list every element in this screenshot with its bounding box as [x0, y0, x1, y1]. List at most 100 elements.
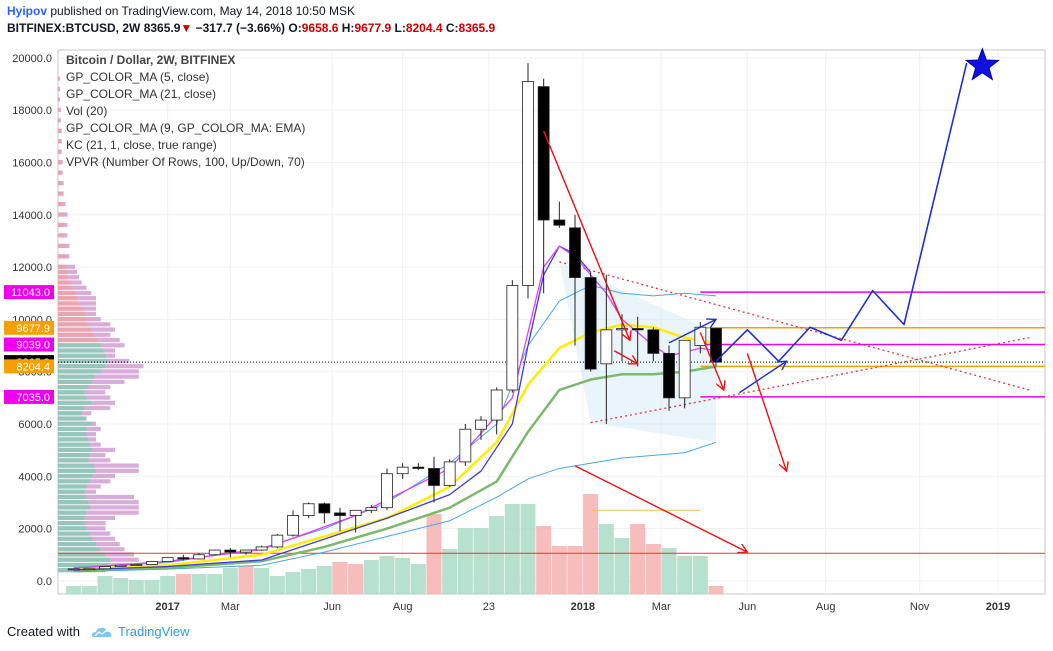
ma21-green-line — [73, 365, 717, 572]
volume-bar — [254, 568, 270, 594]
price-badge-label: 9039.0 — [16, 340, 50, 352]
red-arrow — [613, 350, 638, 364]
candle-body — [67, 568, 80, 571]
vpvr-row-total — [58, 280, 82, 285]
vpvr-row-up — [58, 510, 87, 515]
volume-bar — [160, 576, 176, 594]
price-badge — [4, 389, 54, 404]
vpvr-row-up — [58, 128, 61, 133]
volume-bar — [222, 568, 238, 594]
candle-body — [287, 515, 299, 536]
x-tick-label: 2019 — [986, 601, 1010, 613]
candle-body — [506, 284, 519, 391]
candle-body — [490, 389, 503, 421]
volume-bar — [175, 574, 191, 594]
vpvr-row-total — [58, 494, 134, 500]
vpvr-row-up — [58, 290, 76, 296]
price-change: −317.7 (−3.66%) — [195, 21, 286, 35]
target-star-icon — [964, 47, 1000, 81]
x-tick-label: Aug — [816, 601, 836, 613]
volume-bar — [504, 504, 520, 594]
vpvr-row-up — [58, 243, 65, 248]
volume-bar — [551, 546, 567, 594]
candle-body — [318, 503, 331, 514]
volume-bar — [442, 549, 458, 594]
price-badge-label: 7035.0 — [16, 392, 50, 404]
vpvr-row-up — [58, 296, 77, 301]
volume-bar — [128, 580, 144, 594]
indicator-kc[interactable]: KC (21, 1, close, true range) — [66, 138, 217, 152]
candle-body — [193, 554, 205, 560]
red-arrow — [699, 332, 724, 390]
candle-body — [381, 473, 393, 509]
volume-bar — [536, 526, 552, 594]
candle-body — [584, 277, 597, 370]
indicator-ma21[interactable]: GP_COLOR_MA (21, close) — [66, 87, 217, 101]
indicator-ema9[interactable]: GP_COLOR_MA (9, GP_COLOR_MA: EMA) — [66, 121, 306, 135]
candle-body — [302, 503, 315, 516]
vpvr-row-up — [58, 269, 68, 275]
vpvr-row-up — [58, 348, 104, 353]
vpvr-row-total — [58, 374, 139, 379]
created-with-text: Created with — [7, 624, 80, 639]
ema9-line — [73, 323, 717, 571]
vpvr-row-up — [58, 170, 62, 175]
tradingview-link[interactable]: TradingView — [117, 624, 190, 639]
y-tick-label: 6000.0 — [18, 419, 52, 431]
volume-bar — [144, 580, 160, 594]
indicator-vol[interactable]: Vol (20) — [66, 104, 108, 118]
volume-bar — [661, 548, 677, 594]
volume-bar — [583, 494, 599, 594]
volume-bar — [630, 524, 646, 594]
vpvr-row-total — [58, 264, 76, 269]
volume-bar — [81, 586, 97, 594]
vpvr-row-total — [58, 510, 139, 515]
close-label: C: — [445, 21, 459, 35]
price-chart[interactable]: 0.02000.04000.06000.08000.010000.012000.… — [0, 42, 1053, 616]
low-label: L: — [394, 21, 406, 35]
vpvr-row-up — [58, 353, 106, 358]
volume-bar — [520, 504, 536, 594]
tradingview-cloud-icon — [91, 627, 112, 637]
vpvr-row-total — [58, 500, 139, 505]
vpvr-row-total — [58, 275, 79, 280]
vpvr-row-up — [58, 541, 96, 547]
vpvr-row-up — [58, 536, 93, 541]
candle-body — [114, 564, 127, 567]
red-arrow — [543, 130, 630, 340]
vpvr-row-up — [58, 97, 60, 102]
candle-body — [412, 466, 425, 469]
vpvr-row-up — [58, 432, 87, 437]
vpvr-row-up — [58, 416, 87, 421]
candle-body — [475, 419, 487, 430]
high-value: 9677.9 — [354, 21, 392, 35]
vpvr-row-up — [58, 390, 85, 395]
volume-bar — [598, 524, 614, 594]
price-badge-label: 9677.9 — [16, 323, 50, 335]
y-tick-label: 2000.0 — [18, 524, 52, 536]
indicator-vpvr[interactable]: VPVR (Number Of Rows, 100, Up/Down, 70) — [66, 155, 305, 169]
author-link[interactable]: Hyipov — [7, 4, 48, 18]
candle-body — [553, 219, 566, 226]
vpvr-row-up — [58, 254, 66, 259]
price-badge — [4, 359, 54, 374]
candle-body — [647, 329, 660, 354]
vpvr-row-up — [58, 426, 87, 432]
vpvr-row-up — [58, 547, 100, 552]
volume-bar — [207, 574, 223, 594]
vpvr-row-total — [58, 463, 139, 468]
volume-bar — [285, 572, 301, 594]
candle-body — [396, 466, 409, 475]
x-tick-label: Mar — [221, 601, 240, 613]
vpvr-row-up — [58, 191, 63, 196]
y-tick-label: 20000.0 — [12, 53, 52, 65]
vpvr-row-up — [58, 521, 85, 526]
indicator-ma5[interactable]: GP_COLOR_MA (5, close) — [66, 70, 210, 84]
header-bar: Hyipov published on TradingView.com, May… — [0, 0, 1053, 40]
candle-body — [255, 546, 268, 551]
y-tick-label: 14000.0 — [12, 210, 52, 222]
x-tick-label: Aug — [393, 601, 413, 613]
symbol-line: BITFINEX:BTCUSD, 2W 8365.9▼ −317.7 (−3.6… — [7, 21, 495, 35]
chart-area[interactable]: 0.02000.04000.06000.08000.010000.012000.… — [0, 42, 1053, 616]
vpvr-row-up — [58, 500, 89, 505]
